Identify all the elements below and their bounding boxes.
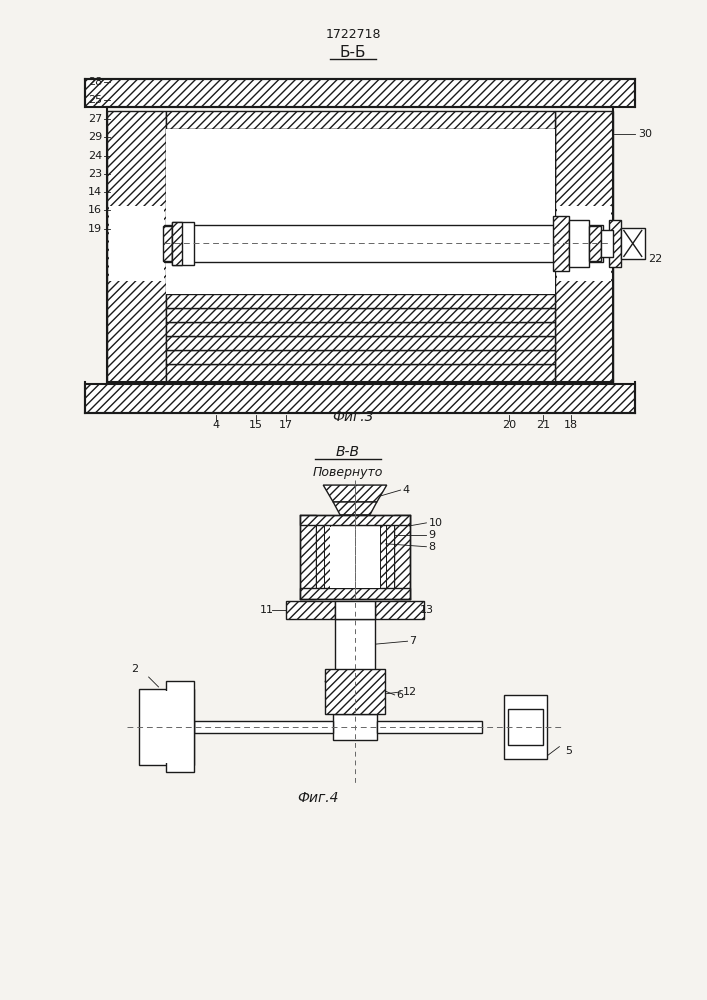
Bar (107, 111, 166, 382)
Text: 6: 6 (397, 690, 404, 700)
Text: 13: 13 (419, 605, 433, 615)
Bar (375, 601, 424, 619)
Bar (508, 709, 544, 745)
Bar (166, 322, 556, 336)
Bar (166, 111, 556, 129)
Bar (325, 669, 385, 714)
Text: Б-Б: Б-Б (340, 45, 366, 60)
Bar (300, 515, 316, 599)
Text: 12: 12 (402, 687, 416, 697)
Bar (609, 220, 621, 267)
Text: 10: 10 (428, 518, 443, 528)
Text: 4: 4 (213, 420, 220, 430)
Bar (377, 721, 482, 733)
Bar (335, 601, 375, 619)
Bar (316, 519, 325, 595)
Bar (168, 232, 600, 254)
Bar (173, 222, 194, 265)
Bar (166, 364, 556, 382)
Bar (194, 721, 333, 733)
Bar (166, 681, 194, 772)
Bar (165, 225, 603, 262)
Bar (139, 689, 194, 765)
Text: 24: 24 (88, 151, 102, 161)
Text: Фиг.4: Фиг.4 (298, 791, 339, 805)
Bar (166, 294, 556, 308)
Text: 14: 14 (88, 187, 102, 197)
Bar (166, 171, 556, 185)
Bar (325, 523, 330, 591)
Bar (168, 691, 192, 763)
Bar (569, 220, 589, 267)
Bar (380, 523, 386, 591)
Text: 25: 25 (88, 95, 102, 105)
Bar (85, 79, 635, 107)
Bar (589, 226, 601, 261)
Text: 18: 18 (564, 420, 578, 430)
Polygon shape (323, 485, 387, 502)
Polygon shape (333, 502, 377, 515)
Bar (556, 111, 613, 382)
Bar (85, 384, 635, 413)
Bar (333, 714, 377, 740)
Bar (109, 206, 165, 281)
Text: 9: 9 (428, 530, 436, 540)
Text: 15: 15 (249, 420, 263, 430)
Text: 30: 30 (638, 129, 652, 139)
Bar (166, 336, 556, 350)
Bar (330, 527, 380, 588)
Text: 17: 17 (279, 420, 293, 430)
Bar (557, 206, 611, 281)
Text: 8: 8 (428, 542, 436, 552)
Bar (335, 619, 375, 681)
Text: 5: 5 (566, 746, 573, 756)
Bar (166, 129, 556, 143)
Text: Фиг.3: Фиг.3 (332, 410, 374, 424)
Text: 28: 28 (88, 77, 102, 87)
Text: 1722718: 1722718 (325, 28, 381, 41)
Bar (173, 222, 182, 265)
Bar (166, 308, 556, 322)
Text: 11: 11 (259, 605, 274, 615)
Bar (394, 515, 409, 599)
Text: 16: 16 (88, 205, 102, 215)
Bar (300, 515, 409, 525)
Text: 23: 23 (88, 169, 102, 179)
Bar (286, 601, 335, 619)
Bar (554, 216, 569, 271)
Bar (166, 143, 556, 157)
Text: 27: 27 (88, 114, 102, 124)
Bar (166, 157, 556, 171)
Bar (621, 228, 645, 259)
Bar (166, 350, 556, 364)
Text: 29: 29 (88, 132, 102, 142)
Text: 20: 20 (502, 420, 516, 430)
Text: 7: 7 (409, 636, 416, 646)
Text: 2: 2 (132, 664, 139, 674)
Text: 22: 22 (648, 254, 662, 264)
Bar (166, 129, 556, 294)
Text: 21: 21 (537, 420, 551, 430)
Bar (386, 519, 394, 595)
Bar (300, 588, 409, 599)
Bar (166, 185, 556, 199)
Bar (504, 695, 547, 759)
Bar (141, 691, 192, 763)
Text: 4: 4 (402, 485, 410, 495)
Text: 19: 19 (88, 224, 102, 234)
Bar (601, 230, 613, 257)
Text: Повернуто: Повернуто (313, 466, 383, 479)
Bar (163, 226, 173, 261)
Polygon shape (325, 681, 385, 709)
Text: В-В: В-В (336, 445, 360, 459)
